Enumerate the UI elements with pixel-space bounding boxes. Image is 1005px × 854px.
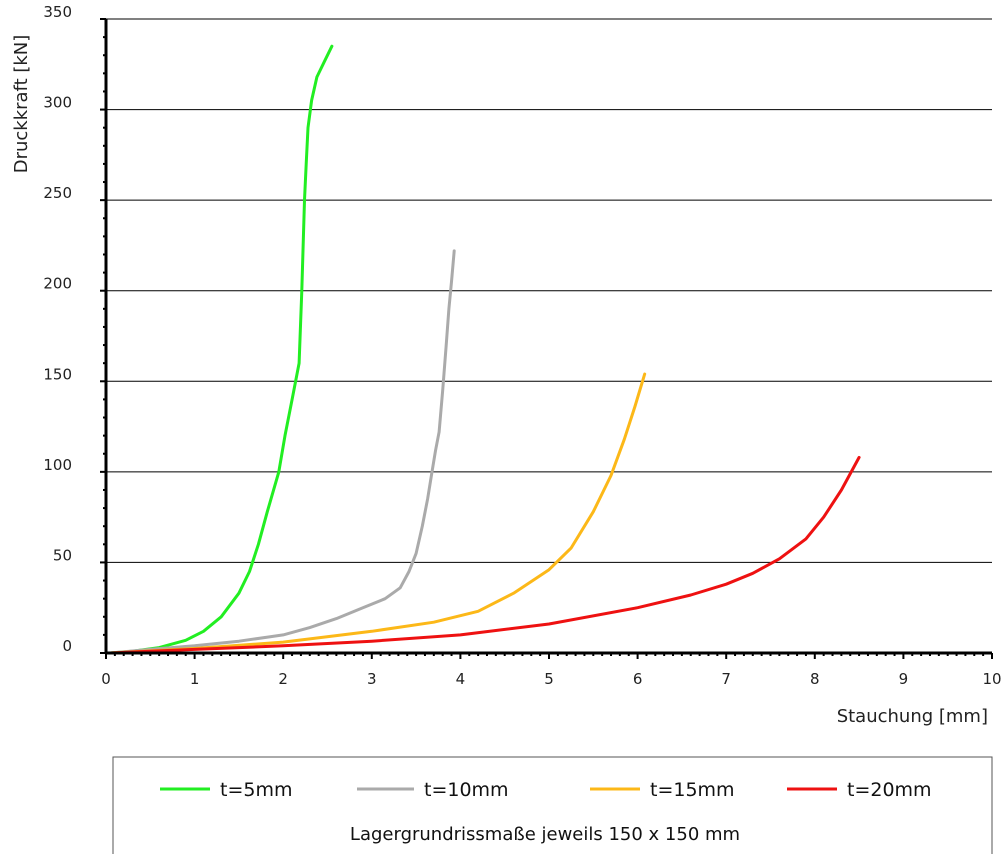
series-lines — [108, 44, 861, 655]
y-tick-label: 150 — [43, 365, 72, 383]
y-tick-label: 50 — [53, 546, 72, 564]
legend: t=5mm t=10mm t=15mm t=20mm Lagergrundrissma… — [112, 756, 993, 854]
series-line-t=15mm — [108, 372, 647, 655]
y-tick-label: 300 — [43, 94, 72, 112]
y-tick-label: 250 — [43, 184, 72, 202]
series-line-t=5mm — [108, 44, 334, 655]
x-tick-label: 0 — [101, 670, 111, 688]
x-tick-label: 9 — [899, 670, 909, 688]
legend-label-t=15mm: t=15mm — [650, 779, 735, 801]
grid — [106, 18, 992, 563]
x-tick-label: 10 — [982, 670, 1001, 688]
legend-label-t=10mm: t=10mm — [424, 779, 509, 801]
x-tick-label: 7 — [721, 670, 731, 688]
y-tick-label: 100 — [43, 456, 72, 474]
y-tick-label: 350 — [43, 3, 72, 21]
y-tick-label: 200 — [43, 275, 72, 293]
legend-label-t=5mm: t=5mm — [220, 779, 292, 801]
y-axis-title: Druckkraft [kN] — [11, 35, 32, 174]
legend-label-t=20mm: t=20mm — [847, 779, 932, 801]
x-tick-label: 3 — [367, 670, 377, 688]
x-axis-title: Stauchung [mm] — [837, 706, 988, 727]
axes — [100, 18, 993, 659]
legend-note: Lagergrundrissmaße jeweils 150 x 150 mm — [350, 824, 740, 845]
x-tick-label: 2 — [278, 670, 288, 688]
x-tick-label: 5 — [544, 670, 554, 688]
legend-box — [112, 756, 993, 854]
x-tick-label: 6 — [633, 670, 643, 688]
series-line-t=10mm — [108, 249, 456, 655]
x-tick-label: 8 — [810, 670, 820, 688]
x-tick-label: 4 — [456, 670, 466, 688]
series-line-t=20mm — [108, 455, 861, 655]
y-tick-label: 0 — [62, 637, 72, 655]
x-tick-label: 1 — [190, 670, 200, 688]
